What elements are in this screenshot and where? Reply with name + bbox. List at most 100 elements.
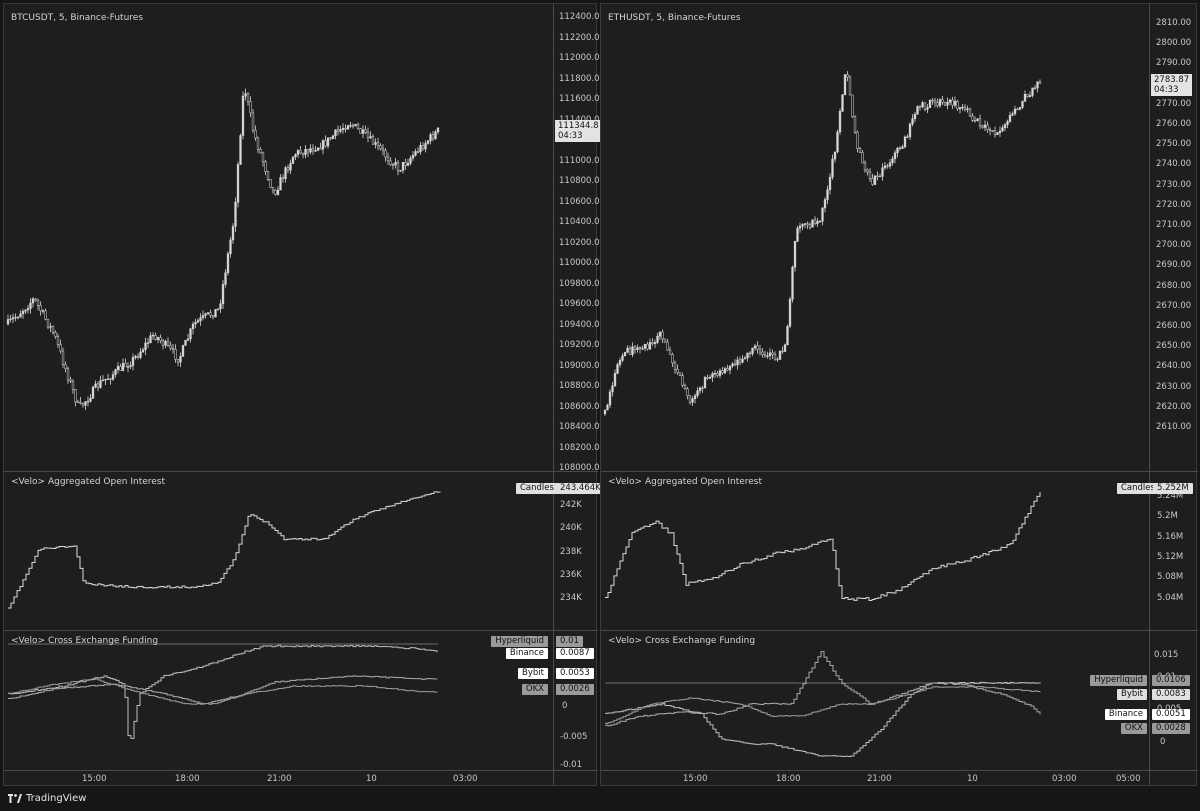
funding-indicator-title[interactable]: <Velo> Cross Exchange Funding (608, 636, 756, 646)
candle-body (279, 177, 282, 191)
candle-body (334, 129, 337, 137)
axis-tick-label: 0 (1160, 737, 1166, 747)
candle-body (948, 99, 952, 103)
candle-body (124, 363, 127, 368)
candle-body (978, 118, 982, 127)
last-price-tag: 111344.8 04:33 (555, 120, 602, 142)
axis-tick-label: 108200.0 (559, 442, 600, 453)
candle-body (956, 100, 959, 110)
funding-exchange-label: Binance (505, 648, 548, 659)
axis-tick-label: 2730.00 (1156, 179, 1192, 190)
axis-tick-label: 238K (560, 546, 582, 557)
symbol-title[interactable]: BTCUSDT, 5, Binance-Futures (11, 13, 144, 23)
funding-indicator-title[interactable]: <Velo> Cross Exchange Funding (11, 636, 159, 646)
bar-countdown: 04:33 (1154, 85, 1179, 95)
symbol-title[interactable]: ETHUSDT, 5, Binance-Futures (608, 13, 741, 23)
oi-indicator-title[interactable]: <Velo> Aggregated Open Interest (11, 477, 166, 487)
candle-body (181, 345, 185, 357)
candle-body (164, 340, 167, 346)
candle-body (816, 221, 819, 224)
candle-body (259, 149, 262, 154)
candle-body (621, 355, 624, 361)
candle-body (74, 389, 77, 403)
axis-tick-label: 2690.00 (1156, 260, 1192, 271)
candle-body (406, 163, 410, 166)
candle-body (911, 118, 914, 125)
candle-body (828, 176, 832, 191)
candle-body (426, 140, 430, 144)
candle-body (436, 127, 440, 133)
axis-tick-label: 2760.00 (1156, 119, 1192, 129)
candle-body (871, 178, 874, 185)
last-price-tag: 2783.87 04:33 (1151, 74, 1193, 96)
candle-body (11, 317, 15, 320)
candle-body (643, 343, 647, 349)
axis-tick-label: 108400.0 (559, 422, 600, 432)
btc-chart-canvas[interactable] (4, 4, 598, 787)
funding-exchange-label: OKX (521, 684, 548, 695)
candle-body (681, 375, 684, 386)
axis-tick-label: 234K (560, 593, 582, 604)
candle-body (826, 189, 829, 200)
tradingview-logo[interactable]: TradingView (8, 793, 86, 804)
candle-body (946, 101, 949, 106)
candle-body (1021, 101, 1024, 108)
candle-body (346, 125, 350, 130)
candle-body (1001, 127, 1004, 132)
time-tick-label: 10 (366, 774, 377, 784)
candle-body (986, 124, 989, 130)
candle-body (99, 380, 102, 388)
candle-body (401, 162, 405, 171)
btc-chart-panel[interactable]: BTCUSDT, 5, Binance-Futures <Velo> Aggre… (3, 3, 605, 787)
eth-chart-canvas[interactable] (601, 4, 1198, 787)
candle-body (878, 175, 882, 178)
axis-tick-label: 2710.00 (1156, 220, 1192, 230)
funding-value-tag: 0.0087 (556, 648, 594, 659)
candle-body (766, 355, 769, 357)
candle-body (154, 334, 157, 340)
candle-body (189, 328, 192, 340)
candle-body (226, 253, 230, 273)
time-axis-separator (4, 770, 598, 771)
candle-body (913, 114, 917, 120)
candle-body (114, 369, 117, 375)
axis-tick-label: 112400.0 (559, 12, 600, 22)
candle-body (404, 162, 407, 166)
axis-tick-label: 110000.0 (559, 258, 600, 268)
candle-body (711, 373, 714, 378)
candle-body (16, 316, 20, 319)
candle-body (409, 157, 412, 164)
candle-body (723, 368, 727, 374)
candle-body (966, 108, 969, 110)
candle-body (109, 378, 112, 380)
pane-separator[interactable] (4, 630, 598, 631)
candle-body (758, 348, 762, 353)
candle-body (646, 343, 649, 350)
eth-chart-panel[interactable]: ETHUSDT, 5, Binance-Futures <Velo> Aggre… (600, 3, 1198, 787)
candle-body (1018, 107, 1022, 110)
pane-separator[interactable] (601, 630, 1198, 631)
candle-body (191, 323, 195, 330)
candle-body (211, 315, 215, 318)
bar-countdown: 04:33 (558, 131, 583, 141)
candle-body (1038, 81, 1042, 84)
candle-body (209, 312, 212, 316)
candle-body (976, 118, 979, 122)
candle-body (136, 355, 140, 358)
candle-body (1028, 95, 1032, 97)
funding-exchange-label: Bybit (518, 668, 548, 679)
candle-body (194, 322, 197, 325)
candle-body (331, 135, 335, 140)
candle-body (703, 377, 707, 389)
oi-value-tag: 5.252M (1153, 483, 1193, 494)
candle-body (756, 345, 759, 350)
candle-body (59, 344, 62, 352)
candle-body (936, 102, 939, 107)
candle-body (364, 129, 367, 133)
candle-body (933, 100, 937, 103)
oi-indicator-title[interactable]: <Velo> Aggregated Open Interest (608, 477, 763, 487)
pane-separator[interactable] (4, 471, 598, 472)
candle-body (776, 358, 779, 361)
pane-separator[interactable] (601, 471, 1198, 472)
